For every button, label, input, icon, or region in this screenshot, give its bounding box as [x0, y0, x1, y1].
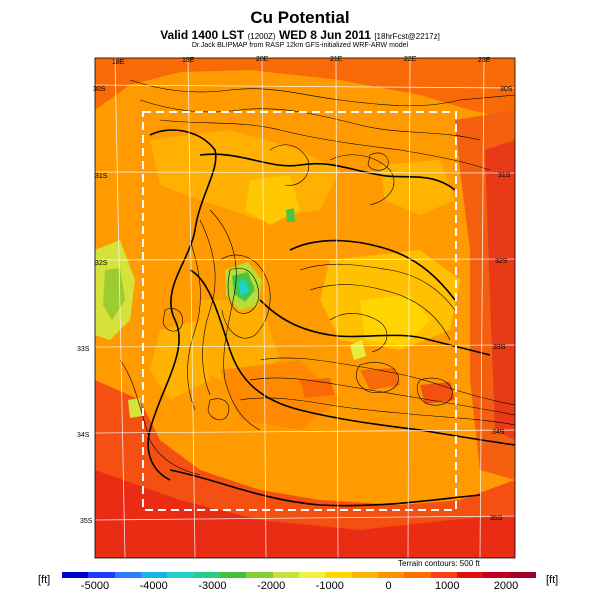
colorbar-swatch	[483, 572, 510, 578]
colorbar-swatch	[272, 572, 299, 578]
lon-label-top: 18E	[112, 59, 125, 66]
colorbar	[62, 572, 536, 578]
lat-lon-grid	[95, 58, 515, 558]
map-credit: Dr.Jack BLIPMAP from RASP 12km GFS-initi…	[191, 42, 409, 49]
lat-label-right: 30S	[500, 86, 513, 93]
colorbar-swatch	[351, 572, 378, 578]
colorbar-unit-right: [ft]	[546, 574, 559, 586]
colorbar-swatch	[114, 572, 141, 578]
utc-time: (1200Z)	[247, 32, 276, 41]
lat-label-left: 32S	[95, 260, 108, 267]
colorbar-tick-label: 1000	[435, 580, 460, 592]
colorbar-swatch	[88, 572, 115, 578]
colorbar-swatch	[167, 572, 194, 578]
colorbar-swatch	[246, 572, 273, 578]
colorbar-tick-label: -3000	[198, 580, 227, 592]
colorbar-tick-label: 0	[385, 580, 392, 592]
lat-label-left: 30S	[93, 86, 106, 93]
colorbar-swatch	[456, 572, 484, 578]
map-title: Cu Potential	[250, 8, 350, 27]
colorbar-swatch	[140, 572, 168, 578]
colorbar-swatch	[219, 572, 247, 578]
colorbar-tick-label: -5000	[80, 580, 110, 592]
lat-label-right: 35S	[490, 515, 503, 522]
colorbar-swatch	[298, 572, 326, 578]
colorbar-tick-label: -1000	[315, 580, 344, 592]
lat-label-left: 33S	[77, 346, 90, 353]
colorbar-tick-label: -2000	[257, 580, 286, 592]
inner-domain-box	[142, 111, 457, 511]
lon-label-top: 23E	[478, 57, 491, 64]
lon-label-top: 21E	[330, 56, 343, 63]
terrain-contour-note: Terrain contours: 500 ft	[398, 559, 480, 568]
colorbar-tick-label: -4000	[139, 580, 168, 592]
forecast-info: [18hrFcst@2217z]	[374, 32, 440, 41]
valid-time: Valid 1400 LST	[160, 28, 245, 42]
lat-label-left: 35S	[80, 518, 93, 525]
lon-label-top: 19E	[182, 57, 195, 64]
valid-date: WED 8 Jun 2011	[278, 28, 371, 42]
lat-label-right: 32S	[495, 258, 508, 265]
colorbar-swatch	[430, 572, 457, 578]
map-subtitle: Valid 1400 LST (1200Z) WED 8 Jun 2011 [1…	[0, 28, 600, 42]
lat-label-right: 31S	[498, 172, 511, 179]
colorbar-tick-label: 2000	[493, 580, 519, 592]
colorbar-swatch	[509, 572, 536, 578]
lat-label-right: 34S	[492, 429, 505, 436]
lon-label-top: 22E	[404, 56, 417, 63]
lat-label-left: 34S	[77, 432, 90, 439]
colorbar-swatch	[325, 572, 352, 578]
lon-label-top: 20E	[256, 56, 269, 63]
map-frame	[94, 57, 516, 559]
colorbar-unit-left: [ft]	[38, 574, 51, 586]
lat-label-left: 31S	[95, 173, 108, 180]
colorbar-swatch	[193, 572, 220, 578]
colorbar-swatch	[62, 572, 89, 578]
colorbar-swatch	[404, 572, 431, 578]
lat-label-right: 33S	[493, 344, 506, 351]
terrain-thick-contours	[147, 129, 515, 507]
cu-potential-map: 18E 19E 20E 21E 22E 23E 18E 19E 20E 21E …	[77, 56, 516, 559]
colorbar-swatch	[377, 572, 405, 578]
